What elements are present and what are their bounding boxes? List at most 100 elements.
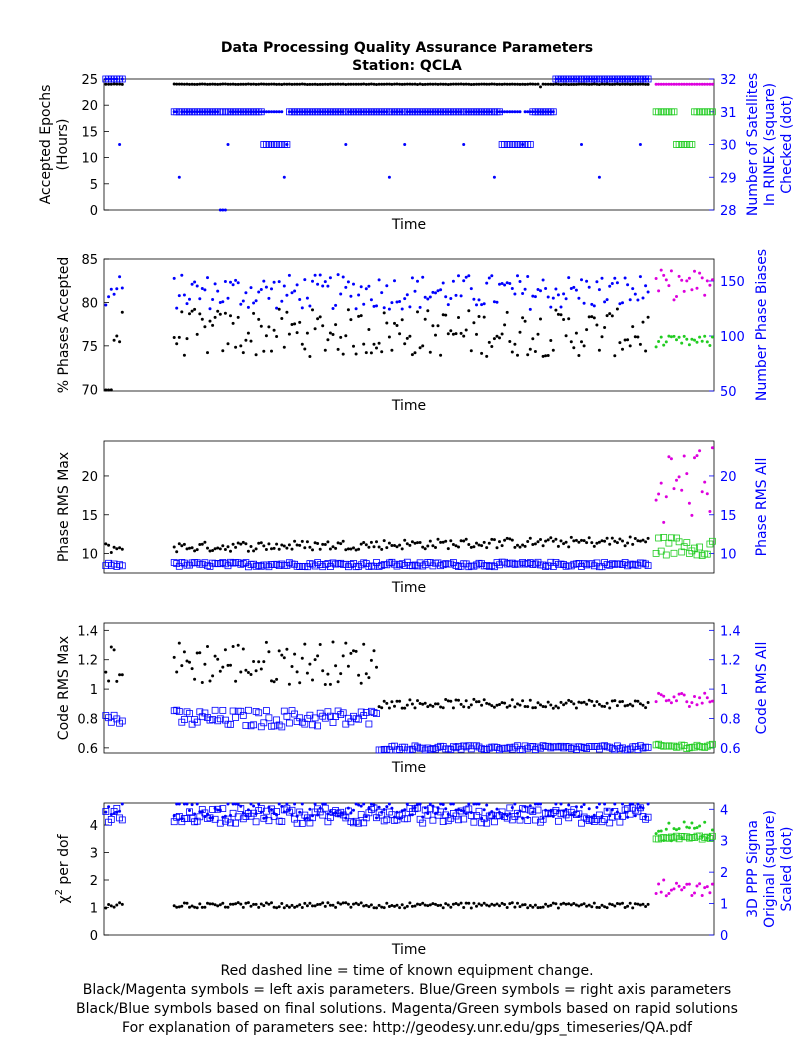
code-rms-max-dot: [539, 703, 542, 707]
code-rms-max-dot: [551, 706, 555, 710]
chi2-dot: [234, 902, 238, 906]
ppp-sigma-scaled-dot: [252, 804, 256, 808]
epochs-dot: [249, 82, 253, 86]
phases-accepted-dot: [434, 333, 437, 337]
phases-accepted-dot: [400, 318, 404, 322]
phase-biases-dot: [188, 297, 191, 301]
phase-rms-max-dot: [241, 540, 245, 544]
satellites-checked-dot: [328, 110, 332, 114]
ppp-sigma-scaled-dot: [257, 802, 261, 806]
code-rms-all-square: [593, 743, 601, 750]
phase-rms-max-dot: [352, 546, 355, 550]
rapid-sigma-square: [670, 834, 678, 842]
chi2-dot: [441, 906, 445, 910]
ppp-sigma-scaled-dot: [459, 809, 463, 812]
phase-biases-dot: [408, 305, 412, 309]
phases-accepted-dot: [120, 310, 124, 314]
ppp-sigma-scaled-dot: [554, 802, 558, 806]
rapid-biases-dot: [657, 340, 661, 343]
phase-rms-max-dot: [441, 540, 445, 544]
satellites-checked-dot: [441, 110, 445, 114]
code-rms-all-square: [362, 709, 370, 716]
phases-accepted-dot: [211, 323, 215, 327]
satellites-checked-dot: [533, 110, 537, 114]
ppp-sigma-original-square: [429, 816, 437, 824]
phase-biases-dot: [413, 289, 417, 293]
code-rms-all-square: [260, 719, 268, 727]
chi2-dot: [631, 906, 635, 910]
left-tick-label: 1.4: [77, 624, 98, 639]
phases-accepted-dot: [357, 314, 361, 318]
rapid-phase-rms-dot: [698, 449, 702, 453]
epochs-dot: [380, 82, 384, 86]
satellites-checked-dot: [206, 110, 209, 114]
chi2-dot: [410, 904, 414, 908]
epochs-dot: [385, 82, 389, 86]
epochs-dot: [236, 82, 240, 86]
phase-rms-max-dot: [633, 537, 637, 540]
phase-rms-max-dot: [482, 540, 486, 544]
code-rms-all-square: [626, 745, 634, 753]
satellites-checked-dot: [623, 77, 627, 81]
epochs-dot: [526, 82, 530, 86]
phase-biases-dot: [454, 293, 458, 297]
rapid-biases-dot: [662, 343, 666, 347]
rapid-phase-rms-dot: [682, 454, 686, 458]
rapid-epochs-dot: [698, 82, 702, 86]
phase-biases-dot: [359, 285, 363, 289]
phase-rms-all-square: [257, 562, 265, 570]
left-tick-label: 15: [81, 125, 98, 140]
phase-rms-max-dot: [200, 542, 204, 546]
chi2-dot: [244, 901, 248, 905]
ppp-sigma-original-square: [403, 815, 411, 823]
right-tick-label: 1: [720, 683, 728, 698]
phase-rms-all-square: [519, 559, 526, 566]
code-rms-max-dot: [444, 698, 448, 701]
ppp-sigma-original-square: [555, 817, 562, 825]
phase-biases-dot: [451, 279, 455, 283]
ppp-sigma-scaled-dot: [321, 802, 325, 806]
phase-rms-max-dot: [175, 550, 179, 554]
phase-rms-max-dot: [272, 546, 276, 550]
ppp-sigma-original-square: [529, 808, 537, 815]
phase-biases-dot: [449, 297, 453, 300]
ppp-sigma-scaled-dot: [500, 815, 504, 819]
code-rms-max-dot: [436, 702, 440, 706]
chi2-dot: [482, 901, 486, 905]
satellites-checked-dot: [226, 143, 230, 146]
phases-accepted-dot: [631, 325, 635, 329]
phase-rms-max-dot: [387, 541, 391, 545]
ppp-sigma-scaled-dot: [464, 812, 468, 816]
phase-rms-max-dot: [177, 542, 181, 546]
ppp-sigma-scaled-dot: [644, 815, 648, 819]
left-tick-label: 0: [90, 929, 98, 944]
phase-biases-dot: [400, 307, 404, 311]
code-rms-max-dot: [369, 658, 373, 662]
chi2-dot: [521, 903, 525, 907]
rapid-phase-rms-dot: [664, 495, 668, 499]
satellites-checked-dot: [249, 110, 253, 114]
ppp-sigma-scaled-dot: [505, 814, 509, 818]
rapid-phases-dot: [672, 298, 676, 302]
phase-biases-dot: [610, 282, 614, 285]
phase-rms-max-dot: [218, 547, 222, 551]
rapid-code-rms-square: [709, 740, 716, 748]
chi2-dot: [182, 901, 186, 905]
satellites-checked-dot: [298, 110, 302, 114]
chi2-dot: [236, 901, 240, 905]
epochs-dot: [285, 82, 289, 86]
phase-biases-dot: [300, 306, 304, 310]
phase-rms-all-square: [439, 561, 447, 569]
ppp-sigma-scaled-dot: [621, 802, 624, 806]
phase-biases-dot: [551, 296, 555, 300]
chi2-dot: [495, 902, 499, 906]
phase-rms-all-square: [398, 560, 406, 568]
epochs-dot: [418, 82, 422, 86]
phases-accepted-dot: [334, 323, 338, 327]
code-rms-max-dot: [615, 704, 619, 708]
chi2-dot: [623, 906, 627, 909]
ppp-sigma-original-square: [573, 811, 580, 818]
phase-rms-max-dot: [464, 537, 468, 541]
rapid-sigma-dot: [667, 821, 671, 825]
epochs-dot: [393, 82, 396, 86]
